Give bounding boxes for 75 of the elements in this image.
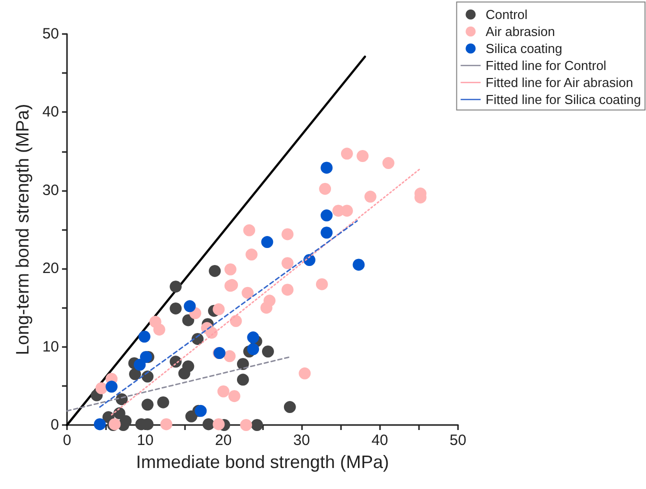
point <box>320 162 333 174</box>
point <box>106 380 118 393</box>
point <box>316 278 328 290</box>
point <box>228 390 240 402</box>
point <box>320 226 333 239</box>
point <box>170 356 182 368</box>
x-tick-label: 40 <box>371 432 388 449</box>
point <box>184 300 196 312</box>
point <box>142 398 154 411</box>
point <box>364 190 376 203</box>
point <box>262 345 274 358</box>
legend-label: Control <box>486 7 528 22</box>
point <box>170 302 182 314</box>
point <box>153 324 166 336</box>
point <box>236 358 249 370</box>
point <box>94 418 106 430</box>
legend-label: Silica coating <box>486 41 562 56</box>
y-tick-label: 0 <box>50 416 59 434</box>
point <box>182 314 194 326</box>
point <box>246 248 258 261</box>
point <box>95 382 108 394</box>
legend-label: Fitted line for Control <box>486 58 606 73</box>
x-axis-title: Immediate bond strength (MPa) <box>136 452 390 472</box>
point <box>261 236 274 248</box>
point <box>160 418 172 430</box>
point <box>319 182 332 195</box>
point <box>224 350 236 362</box>
x-tick-label: 30 <box>293 432 310 449</box>
point <box>212 303 225 316</box>
point <box>247 331 260 344</box>
point <box>142 370 154 383</box>
point <box>282 284 294 296</box>
x-tick-label: 20 <box>215 432 232 449</box>
point <box>157 396 170 408</box>
y-tick-label: 40 <box>42 104 59 121</box>
point <box>208 264 221 277</box>
point <box>298 367 311 380</box>
point <box>243 224 256 236</box>
legend-label: Fitted line for Air abrasion <box>486 75 634 90</box>
point <box>212 418 225 430</box>
point <box>340 148 353 160</box>
y-axis-title: Long-term bond strength (MPa) <box>12 104 32 356</box>
point <box>224 263 236 276</box>
point <box>178 367 190 380</box>
legend-label: Fitted line for Silica coating <box>486 92 642 107</box>
point <box>236 374 249 386</box>
x-tick-label: 50 <box>450 432 466 449</box>
point <box>251 419 264 431</box>
point <box>282 228 294 240</box>
point <box>134 358 146 371</box>
point <box>170 280 182 293</box>
x-tick-label: 10 <box>136 432 154 449</box>
point <box>282 257 294 270</box>
y-tick-label: 30 <box>42 182 59 199</box>
point <box>242 286 254 299</box>
point <box>129 368 142 380</box>
y-tick-label: 50 <box>42 26 59 42</box>
x-tick-label: 0 <box>62 432 72 449</box>
point <box>202 418 215 430</box>
point <box>356 150 369 162</box>
point <box>230 314 242 327</box>
point <box>284 401 296 414</box>
point <box>217 385 230 398</box>
point <box>138 330 150 343</box>
point <box>247 343 260 356</box>
point <box>260 302 272 314</box>
point <box>140 350 152 363</box>
legend-label: Air abrasion <box>486 24 556 39</box>
point <box>194 404 207 417</box>
y-tick-label: 10 <box>42 338 59 356</box>
point <box>320 209 333 222</box>
point <box>352 258 365 271</box>
point <box>382 157 394 170</box>
point <box>240 419 252 431</box>
y-tick-label: 20 <box>42 260 59 278</box>
